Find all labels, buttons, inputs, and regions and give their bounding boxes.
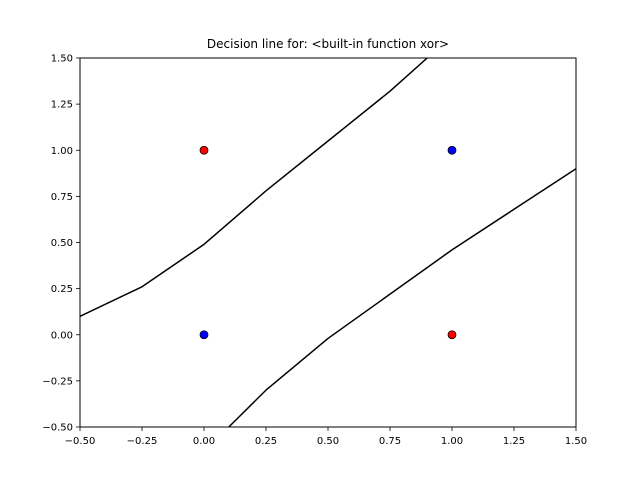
data-point-2	[199, 330, 209, 340]
x-tick-label-3: 0.25	[255, 436, 277, 447]
x-tick-label-4: 0.50	[317, 436, 339, 447]
y-tick-label-1: −0.25	[42, 376, 73, 387]
data-point-0	[199, 145, 209, 155]
y-tick-label-4: 0.50	[51, 238, 73, 249]
y-tick-label-2: 0.00	[51, 330, 73, 341]
y-tick-label-3: 0.25	[51, 284, 73, 295]
x-tick-label-6: 1.00	[441, 436, 463, 447]
chart-title: Decision line for: <built-in function xo…	[207, 37, 449, 51]
decision-line-1	[228, 168, 576, 427]
x-tick-label-1: −0.25	[127, 436, 158, 447]
decision-line-0	[80, 58, 428, 317]
data-point-3	[447, 330, 457, 340]
y-tick-label-0: −0.50	[42, 423, 73, 434]
x-tick-label-8: 1.50	[565, 436, 587, 447]
x-tick-label-5: 0.75	[379, 436, 401, 447]
plot-frame	[79, 57, 577, 428]
x-tick-label-2: 0.00	[193, 436, 215, 447]
plot-area: −0.50 −0.25 0.00 0.25 0.50 0.75 1.00 1.25 1.50 −0…	[42, 54, 587, 448]
y-tick-label-8: 1.50	[51, 54, 73, 65]
y-tick-label-6: 1.00	[51, 146, 73, 157]
x-tick-label-7: 1.25	[503, 436, 525, 447]
data-point-1	[447, 145, 457, 155]
y-tick-label-5: 0.75	[51, 192, 73, 203]
y-tick-label-7: 1.25	[51, 100, 73, 111]
x-tick-label-0: −0.50	[65, 436, 96, 447]
